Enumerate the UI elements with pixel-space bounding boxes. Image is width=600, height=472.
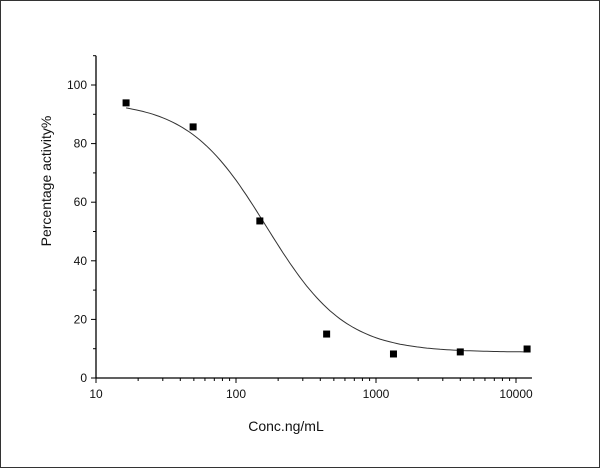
data-point [122, 99, 130, 107]
data-point [523, 345, 531, 353]
x-tick-label: 10 [89, 387, 103, 401]
axes: 0 20 40 60 80 100 10 100 1000 10000 [67, 55, 533, 401]
y-tick-label: 60 [74, 195, 88, 209]
x-tick-label: 100 [226, 387, 246, 401]
y-tick-label: 0 [80, 371, 87, 385]
x-tick-label: 10000 [499, 387, 533, 401]
y-tick-label: 100 [67, 78, 87, 92]
data-points [122, 99, 531, 358]
data-point [256, 217, 264, 225]
data-point [189, 123, 197, 131]
y-tick-label: 80 [74, 137, 88, 151]
x-tick-label: 1000 [363, 387, 390, 401]
y-tick-label: 40 [74, 254, 88, 268]
data-point [323, 330, 331, 338]
fit-curve [126, 107, 528, 353]
data-point [456, 348, 464, 356]
x-axis-label: Conc.ng/mL [248, 418, 324, 434]
y-tick-label: 20 [74, 312, 88, 326]
y-axis-label: Percentage activity% [38, 116, 54, 247]
data-point [389, 350, 397, 358]
